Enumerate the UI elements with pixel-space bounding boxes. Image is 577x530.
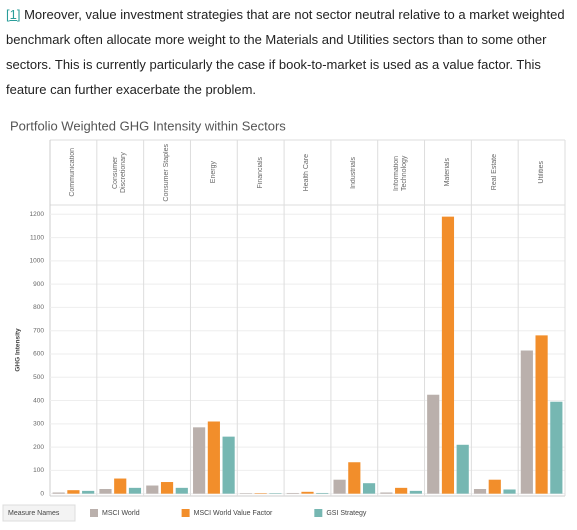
bar xyxy=(99,489,112,494)
bar xyxy=(286,492,299,494)
category-header: Consumer Discretionary xyxy=(97,142,144,203)
bar xyxy=(269,493,282,494)
legend-swatch xyxy=(90,509,98,517)
category-label: Health Care xyxy=(303,153,311,192)
category-header: Communication xyxy=(50,142,97,203)
legend-title: Measure Names xyxy=(8,510,60,517)
y-tick-label: 0 xyxy=(40,490,44,497)
category-header: Energy xyxy=(190,142,237,203)
legend-label: MSCI World Value Factor xyxy=(194,510,273,517)
bar xyxy=(535,335,548,494)
category-label: Consumer Staples xyxy=(163,143,171,202)
bar xyxy=(456,444,469,494)
bar xyxy=(362,483,376,494)
bar xyxy=(409,490,422,494)
category-header: Health Care xyxy=(284,142,331,203)
y-tick-label: 1000 xyxy=(30,258,45,265)
category-header: Industrials xyxy=(331,142,378,203)
bar xyxy=(67,490,80,494)
bar xyxy=(380,492,393,494)
category-label: Information Technology xyxy=(393,154,409,191)
bar xyxy=(333,479,346,494)
bar xyxy=(128,487,142,494)
y-tick-label: 900 xyxy=(33,281,44,288)
category-header: Real Estate xyxy=(471,142,518,203)
category-label: Industrials xyxy=(350,156,358,189)
bar xyxy=(207,421,220,494)
category-label: Energy xyxy=(209,161,217,184)
bar xyxy=(503,489,516,494)
bar xyxy=(441,216,455,494)
y-tick-label: 800 xyxy=(33,304,44,311)
bar xyxy=(427,394,440,494)
category-header: Materials xyxy=(425,142,472,203)
legend-label: MSCI World xyxy=(102,510,140,517)
y-tick-label: 1200 xyxy=(30,211,45,218)
legend-swatch xyxy=(314,509,323,517)
category-label: Real Estate xyxy=(490,154,498,191)
paragraph-text: Moreover, value investment strategies th… xyxy=(6,7,565,97)
bar xyxy=(193,427,206,494)
y-tick-label: 100 xyxy=(33,467,44,474)
legend-swatch xyxy=(181,509,190,517)
category-label: Financials xyxy=(256,156,264,189)
category-header: Information Technology xyxy=(378,142,425,203)
y-tick-label: 300 xyxy=(33,421,44,428)
y-tick-label: 200 xyxy=(33,444,44,451)
y-axis-label: GHG Intensity xyxy=(15,328,22,372)
footnote-ref[interactable]: [1] xyxy=(6,7,21,22)
legend-title-box xyxy=(2,504,76,522)
bar xyxy=(550,401,563,494)
paragraph: [1] Moreover, value investment strategie… xyxy=(6,2,572,102)
category-header: Utilities xyxy=(518,142,565,203)
bar xyxy=(239,493,253,494)
bar xyxy=(520,350,533,494)
y-tick-label: 1100 xyxy=(30,234,44,241)
y-tick-label: 700 xyxy=(33,327,44,334)
category-header: Consumer Staples xyxy=(144,142,191,203)
bar xyxy=(348,462,361,494)
bar xyxy=(82,490,95,494)
category-label: Materials xyxy=(443,158,451,187)
category-header: Financials xyxy=(237,142,284,203)
bar xyxy=(114,478,127,494)
y-tick-label: 600 xyxy=(33,351,44,358)
y-tick-label: 400 xyxy=(33,397,44,404)
category-label: Utilities xyxy=(537,161,545,184)
bar xyxy=(488,479,501,494)
category-label: Communication xyxy=(69,148,77,197)
bar xyxy=(316,492,329,494)
chart-title: Portfolio Weighted GHG Intensity within … xyxy=(10,118,286,133)
bar xyxy=(222,436,235,494)
bar xyxy=(301,491,314,494)
bar xyxy=(473,489,487,494)
bar xyxy=(146,485,159,494)
bar xyxy=(395,487,408,494)
legend-label: GSI Strategy xyxy=(326,510,367,517)
category-label: Consumer Discretionary xyxy=(112,152,128,193)
bar xyxy=(160,482,174,494)
bar xyxy=(52,492,65,494)
bar xyxy=(175,487,188,494)
bar xyxy=(254,493,267,494)
y-tick-label: 500 xyxy=(33,374,44,381)
